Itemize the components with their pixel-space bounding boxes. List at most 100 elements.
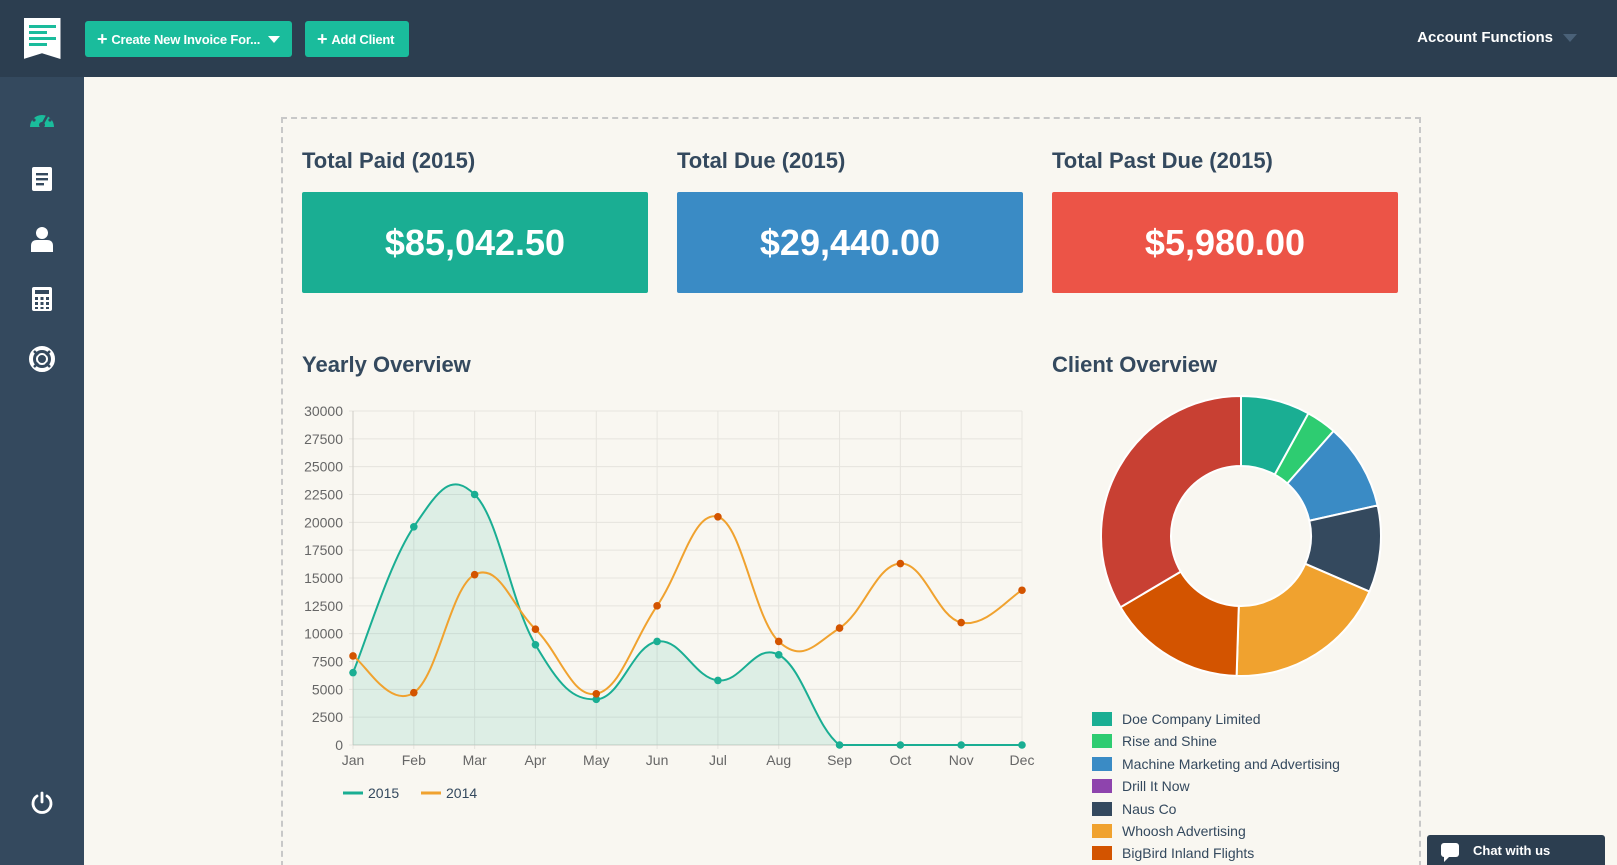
data-point-2014 — [835, 624, 844, 632]
x-tick-label: Mar — [463, 752, 487, 768]
data-point-2014 — [896, 559, 905, 568]
x-tick-label: Jan — [342, 752, 365, 768]
client-legend-item: Whoosh Advertising — [1092, 823, 1246, 839]
data-point-2015 — [835, 741, 844, 749]
dashboard-panel — [281, 117, 1421, 865]
create-invoice-button[interactable]: + Create New Invoice For... — [85, 21, 292, 57]
data-point-2015 — [470, 490, 479, 499]
sidebar-item-calculator[interactable] — [26, 283, 58, 315]
y-tick-label: 0 — [335, 737, 343, 753]
app-logo[interactable] — [0, 0, 84, 77]
y-tick-label: 10000 — [304, 626, 343, 642]
yearly-overview-title: Yearly Overview — [302, 352, 471, 377]
x-tick-label: Apr — [525, 752, 547, 768]
pie-slice-7 — [1100, 394, 1242, 609]
data-point-2014 — [957, 618, 965, 627]
legend-label: Machine Marketing and Advertising — [1122, 755, 1340, 772]
total-due-value: $29,440.00 — [677, 192, 1023, 293]
y-tick-label: 20000 — [304, 514, 343, 530]
sidebar-item-dashboard[interactable] — [26, 103, 58, 135]
data-point-2014 — [531, 625, 540, 634]
chat-bubble-icon — [1441, 843, 1459, 862]
legend-swatch — [1092, 756, 1112, 771]
sidebar-item-invoices[interactable] — [26, 163, 58, 195]
create-invoice-label: Create New Invoice For... — [111, 31, 261, 47]
data-point-2015 — [1018, 741, 1026, 749]
client-legend-item: Drill It Now — [1092, 778, 1190, 794]
y-tick-label: 22500 — [304, 487, 343, 503]
support-icon — [29, 346, 55, 372]
x-tick-label: Jul — [709, 752, 727, 768]
y-tick-label: 15000 — [304, 570, 343, 586]
account-functions-menu[interactable]: Account Functions — [1417, 29, 1577, 46]
client-overview-title: Client Overview — [1052, 352, 1218, 377]
calculator-icon — [32, 287, 52, 311]
add-client-button[interactable]: + Add Client — [305, 21, 409, 57]
legend-swatch — [1092, 734, 1112, 749]
plus-icon: + — [317, 29, 328, 49]
series-area-2015 — [353, 484, 1022, 745]
plus-icon: + — [97, 29, 108, 49]
data-point-2015 — [774, 651, 783, 659]
data-point-2014 — [349, 652, 357, 660]
x-tick-label: Jun — [646, 752, 669, 768]
sidebar-item-logout[interactable] — [26, 787, 58, 819]
data-point-2015 — [957, 741, 965, 749]
client-legend-item: BigBird Inland Flights — [1092, 845, 1254, 861]
sidebar-item-support[interactable] — [26, 343, 58, 375]
y-tick-label: 27500 — [304, 431, 343, 447]
power-icon — [31, 791, 53, 814]
legend-swatch — [1092, 712, 1112, 726]
total-paid-value: $85,042.50 — [302, 192, 648, 293]
data-point-2015 — [531, 641, 540, 649]
total-past-due-title: Total Past Due (2015) — [1052, 148, 1273, 173]
legend-label-2015: 2015 — [368, 785, 399, 801]
clients-icon — [31, 227, 53, 252]
legend-label-2014: 2014 — [446, 785, 477, 801]
x-tick-label: Sep — [827, 752, 852, 768]
legend-swatch — [1092, 846, 1112, 861]
account-label: Account Functions — [1417, 29, 1553, 46]
x-tick-label: Dec — [1010, 752, 1035, 768]
legend-label: Drill It Now — [1122, 778, 1190, 795]
legend-swatch — [1092, 801, 1112, 816]
y-tick-label: 12500 — [304, 598, 343, 614]
data-point-2014 — [1018, 586, 1026, 595]
data-point-2015 — [349, 668, 357, 677]
client-legend-item: Machine Marketing and Advertising — [1092, 756, 1340, 772]
data-point-2014 — [410, 688, 418, 697]
invoice-icon — [32, 167, 52, 191]
x-tick-label: May — [583, 752, 609, 768]
pie-slice-5 — [1235, 562, 1371, 677]
y-tick-label: 7500 — [312, 654, 343, 670]
y-tick-label: 30000 — [304, 403, 343, 419]
legend-label: BigBird Inland Flights — [1122, 845, 1255, 862]
legend-label: Naus Co — [1122, 800, 1177, 817]
y-tick-label: 17500 — [304, 542, 343, 558]
data-point-2014 — [470, 570, 479, 579]
sidebar-item-clients[interactable] — [26, 223, 58, 255]
legend-swatch — [1092, 824, 1112, 838]
sidebar — [0, 77, 84, 865]
data-point-2015 — [714, 676, 722, 685]
chevron-down-icon — [268, 35, 280, 43]
y-tick-label: 5000 — [312, 681, 343, 697]
x-tick-label: Feb — [402, 752, 426, 768]
chat-widget-button[interactable]: Chat with us — [1427, 835, 1605, 865]
client-legend-item: Rise and Shine — [1092, 733, 1217, 749]
logo-icon — [23, 18, 61, 59]
top-bar: + Create New Invoice For... + Add Client… — [0, 0, 1617, 77]
chevron-down-icon — [1563, 33, 1577, 42]
add-client-label: Add Client — [331, 31, 395, 47]
y-tick-label: 2500 — [312, 709, 343, 725]
total-past-due-value: $5,980.00 — [1052, 192, 1398, 293]
legend-label: Rise and Shine — [1122, 733, 1217, 750]
y-tick-label: 25000 — [304, 459, 343, 475]
client-legend-item: Naus Co — [1092, 801, 1176, 817]
data-point-2014 — [653, 602, 661, 610]
dashboard-icon — [30, 110, 54, 128]
total-paid-title: Total Paid (2015) — [302, 148, 476, 173]
data-point-2015 — [653, 637, 661, 646]
data-point-2015 — [410, 522, 418, 531]
